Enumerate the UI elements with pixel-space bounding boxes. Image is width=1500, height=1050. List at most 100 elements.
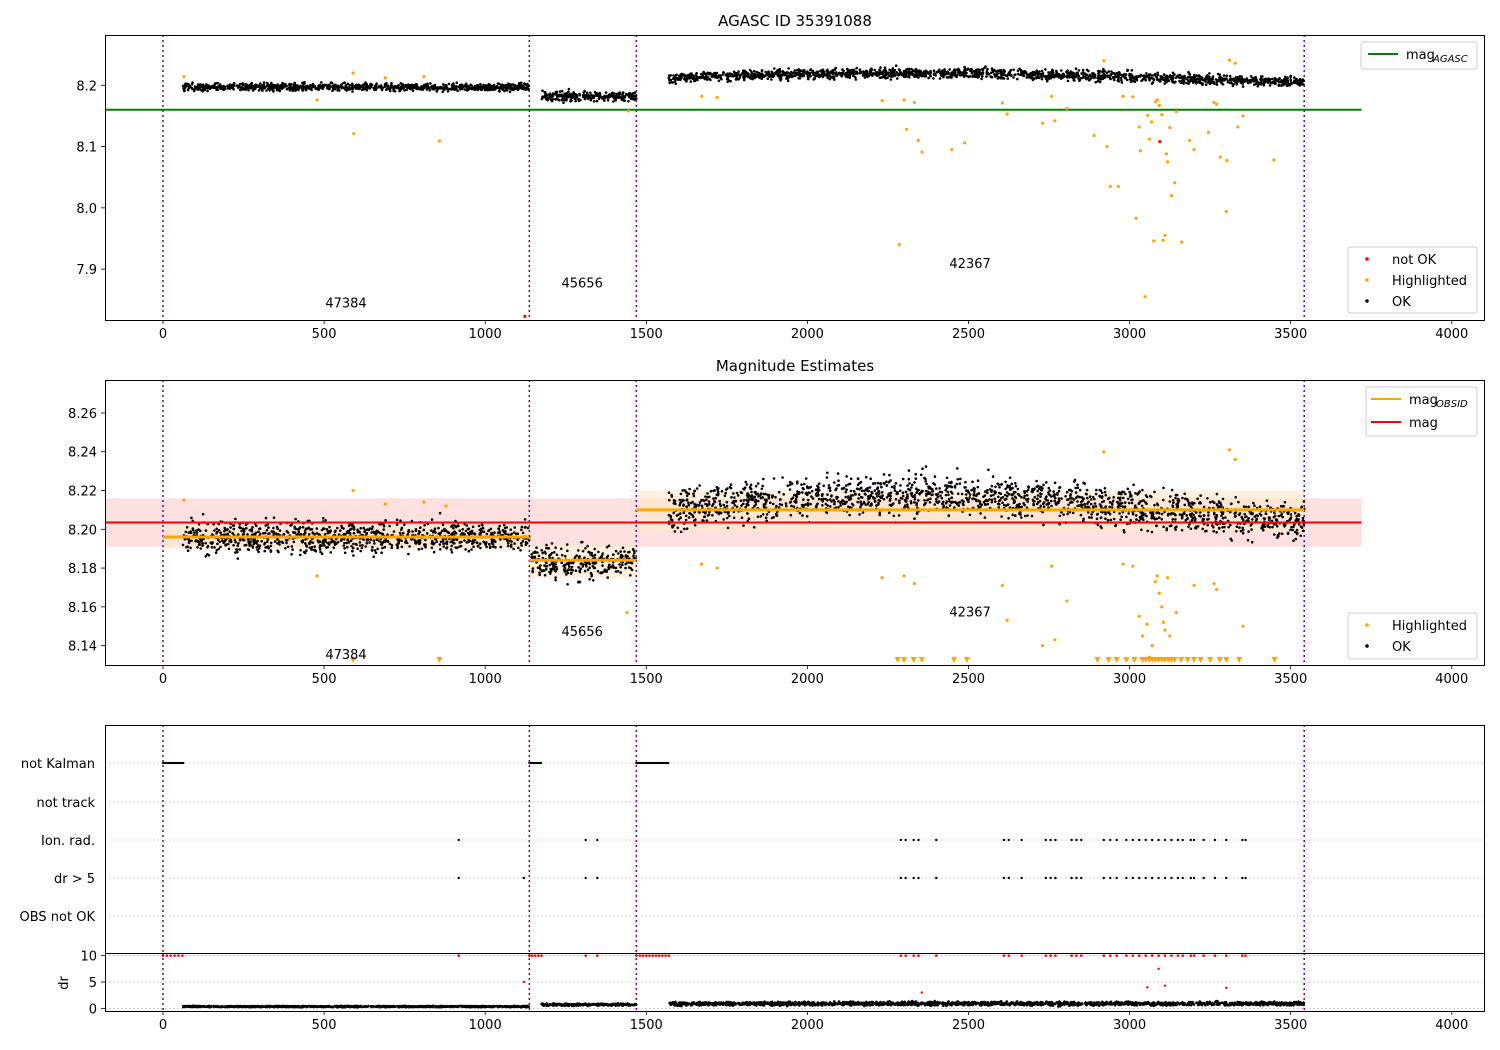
ok-point — [269, 549, 273, 552]
ok-point — [204, 541, 207, 545]
highlighted-point — [1236, 125, 1240, 129]
ok-point — [1206, 523, 1209, 527]
ok-point — [183, 85, 187, 89]
ok-point — [1219, 80, 1222, 83]
ok-point — [1109, 518, 1113, 522]
ok-point — [726, 77, 730, 81]
ok-point — [612, 100, 615, 103]
ok-point — [540, 549, 543, 552]
ok-point — [1042, 505, 1046, 509]
ok-point — [477, 524, 481, 528]
ok-point — [247, 88, 250, 92]
ok-point — [994, 500, 997, 503]
ok-point — [520, 528, 523, 532]
ok-point — [278, 89, 282, 93]
ok-point — [802, 505, 805, 509]
ok-point — [424, 538, 427, 542]
ok-point — [1081, 76, 1084, 80]
ok-point — [566, 583, 569, 586]
ok-point — [257, 89, 261, 92]
ok-point — [503, 85, 507, 88]
ok-point — [795, 481, 799, 485]
ok-point — [915, 491, 918, 495]
ok-point — [1130, 69, 1134, 72]
ok-point — [484, 84, 488, 87]
ok-point — [264, 516, 268, 520]
ok-point — [1180, 528, 1184, 532]
ok-point — [716, 488, 719, 492]
ok-point — [467, 531, 470, 535]
ok-point — [818, 75, 821, 79]
ok-point — [422, 528, 426, 532]
ok-point — [591, 564, 595, 568]
highlighted-point — [1212, 100, 1216, 105]
ok-point — [313, 545, 317, 548]
ok-point — [475, 541, 479, 545]
ok-point — [935, 487, 938, 490]
ok-point — [929, 69, 932, 73]
title-middle: Magnitude Estimates — [716, 357, 874, 375]
highlighted-point — [1040, 121, 1045, 125]
ok-point — [342, 544, 346, 547]
ok-point — [262, 532, 265, 535]
highlighted-point — [1050, 94, 1054, 98]
highlighted-point — [1157, 103, 1161, 108]
ok-point — [351, 90, 354, 93]
ok-point — [985, 75, 988, 78]
ok-point — [1293, 76, 1296, 79]
ok-point — [388, 542, 392, 546]
ok-point — [308, 546, 312, 550]
ok-point — [822, 484, 825, 488]
ok-point — [1022, 74, 1026, 78]
ok-point — [806, 75, 810, 78]
ok-point — [676, 526, 680, 530]
ok-point — [239, 85, 243, 89]
ok-point — [365, 531, 369, 535]
ok-point — [898, 69, 902, 72]
ok-point — [589, 91, 592, 95]
ok-point — [209, 85, 212, 89]
ok-point — [868, 72, 872, 75]
ok-point — [565, 562, 569, 565]
highlighted-point — [1121, 94, 1125, 98]
ok-point — [315, 527, 319, 530]
ok-point — [890, 485, 894, 489]
ok-point — [290, 523, 293, 527]
ok-point — [530, 553, 534, 556]
ok-point — [238, 548, 242, 551]
ok-point — [569, 94, 573, 97]
ok-point — [423, 523, 426, 527]
ok-point — [628, 550, 631, 554]
ok-point — [557, 94, 561, 97]
ok-point — [550, 95, 553, 98]
ok-point — [509, 87, 513, 90]
ok-point — [1018, 67, 1021, 71]
ok-point — [608, 93, 612, 96]
ok-point — [570, 571, 573, 575]
ok-point — [390, 546, 394, 549]
ok-point — [332, 546, 336, 549]
ok-point — [407, 530, 410, 533]
ok-point — [370, 83, 374, 87]
ok-point — [1280, 79, 1283, 82]
ok-point — [1170, 488, 1174, 492]
ok-point — [410, 538, 413, 541]
ok-point — [940, 69, 944, 73]
ok-point — [1138, 75, 1142, 78]
ok-point — [588, 95, 592, 98]
ok-point — [325, 87, 329, 90]
ok-point — [1036, 497, 1039, 501]
ok-point — [527, 88, 530, 91]
ok-point — [854, 78, 858, 81]
ok-point — [442, 542, 445, 545]
ok-point — [361, 86, 365, 90]
ok-point — [187, 538, 191, 541]
ok-point — [1189, 79, 1193, 82]
ok-point — [786, 71, 789, 74]
ok-point — [482, 84, 486, 87]
ok-point — [344, 84, 348, 87]
ok-point — [186, 549, 190, 552]
ok-point — [311, 531, 315, 534]
ok-point — [691, 77, 695, 80]
ok-point — [563, 563, 566, 567]
